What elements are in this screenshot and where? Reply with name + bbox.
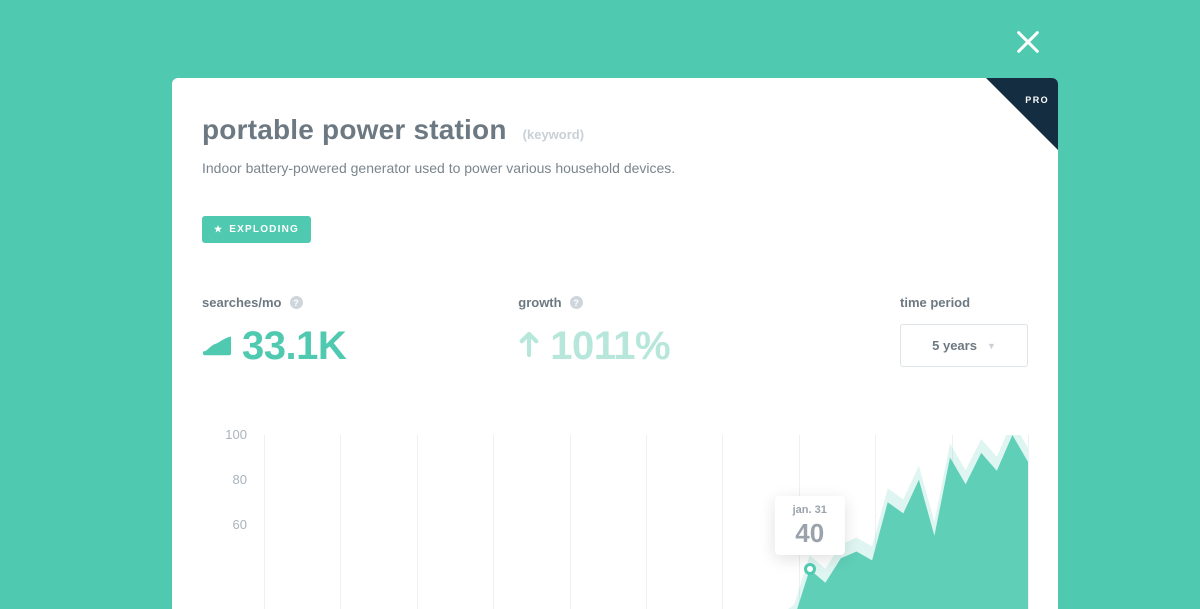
tooltip-marker (804, 563, 816, 575)
status-pill-label: EXPLODING (229, 224, 299, 235)
trend-up-icon (202, 332, 232, 361)
time-period: time period 5 years ▼ (900, 295, 1028, 367)
gridline (1028, 435, 1029, 609)
time-period-selected: 5 years (932, 338, 977, 353)
y-tick: 60 (233, 517, 247, 532)
close-icon (1014, 28, 1042, 56)
topic-title: portable power station (202, 114, 507, 146)
topic-description: Indoor battery-powered generator used to… (202, 160, 1028, 176)
metric-searches: searches/mo ? 33.1K (202, 295, 346, 369)
trend-chart: 100 80 60 jan. 31 40 (202, 429, 1028, 609)
metric-growth: growth ? 1011% (518, 295, 670, 369)
y-tick: 80 (233, 472, 247, 487)
help-icon[interactable]: ? (570, 296, 583, 309)
status-pill[interactable]: ★ EXPLODING (202, 216, 311, 243)
help-icon[interactable]: ? (290, 296, 303, 309)
pro-ribbon-label: PRO (1025, 95, 1049, 105)
tooltip-date: jan. 31 (793, 504, 827, 516)
time-period-label: time period (900, 295, 1028, 310)
topic-card: PRO portable power station (keyword) Ind… (172, 78, 1058, 609)
chevron-down-icon: ▼ (987, 341, 996, 351)
chart-tooltip: jan. 31 40 (775, 496, 845, 555)
metric-growth-label: growth (518, 295, 561, 310)
y-tick: 100 (225, 427, 247, 442)
close-button[interactable] (1014, 28, 1042, 56)
tooltip-value: 40 (793, 518, 827, 549)
pro-ribbon (986, 78, 1058, 150)
keyword-tag: (keyword) (523, 127, 584, 142)
star-icon: ★ (214, 225, 223, 234)
metric-growth-value: 1011% (550, 324, 670, 369)
metric-searches-label: searches/mo (202, 295, 282, 310)
arrow-up-icon (518, 330, 540, 363)
metric-searches-value: 33.1K (242, 324, 346, 369)
time-period-select[interactable]: 5 years ▼ (900, 324, 1028, 367)
